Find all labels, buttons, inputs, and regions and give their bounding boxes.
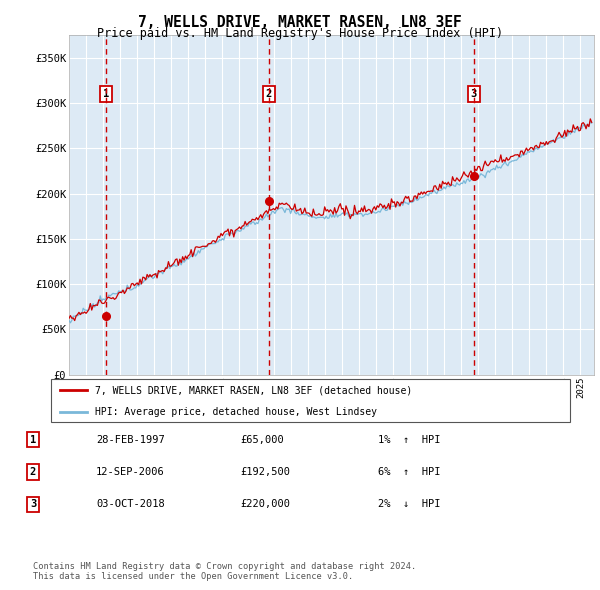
Text: 12-SEP-2006: 12-SEP-2006 <box>96 467 165 477</box>
Text: 7, WELLS DRIVE, MARKET RASEN, LN8 3EF: 7, WELLS DRIVE, MARKET RASEN, LN8 3EF <box>138 15 462 30</box>
Text: £65,000: £65,000 <box>240 435 284 444</box>
Text: 6%  ↑  HPI: 6% ↑ HPI <box>378 467 440 477</box>
Text: 7, WELLS DRIVE, MARKET RASEN, LN8 3EF (detached house): 7, WELLS DRIVE, MARKET RASEN, LN8 3EF (d… <box>95 385 412 395</box>
Text: 1%  ↑  HPI: 1% ↑ HPI <box>378 435 440 444</box>
Text: Price paid vs. HM Land Registry's House Price Index (HPI): Price paid vs. HM Land Registry's House … <box>97 27 503 40</box>
Text: £220,000: £220,000 <box>240 500 290 509</box>
Text: 3: 3 <box>471 89 477 99</box>
Text: This data is licensed under the Open Government Licence v3.0.: This data is licensed under the Open Gov… <box>33 572 353 581</box>
Text: 1: 1 <box>103 89 109 99</box>
Text: £192,500: £192,500 <box>240 467 290 477</box>
Text: 3: 3 <box>30 500 36 509</box>
Text: 2: 2 <box>30 467 36 477</box>
Text: 03-OCT-2018: 03-OCT-2018 <box>96 500 165 509</box>
Text: HPI: Average price, detached house, West Lindsey: HPI: Average price, detached house, West… <box>95 407 377 417</box>
FancyBboxPatch shape <box>51 379 570 422</box>
Text: Contains HM Land Registry data © Crown copyright and database right 2024.: Contains HM Land Registry data © Crown c… <box>33 562 416 571</box>
Text: 2%  ↓  HPI: 2% ↓ HPI <box>378 500 440 509</box>
Text: 28-FEB-1997: 28-FEB-1997 <box>96 435 165 444</box>
Text: 1: 1 <box>30 435 36 444</box>
Text: 2: 2 <box>265 89 272 99</box>
